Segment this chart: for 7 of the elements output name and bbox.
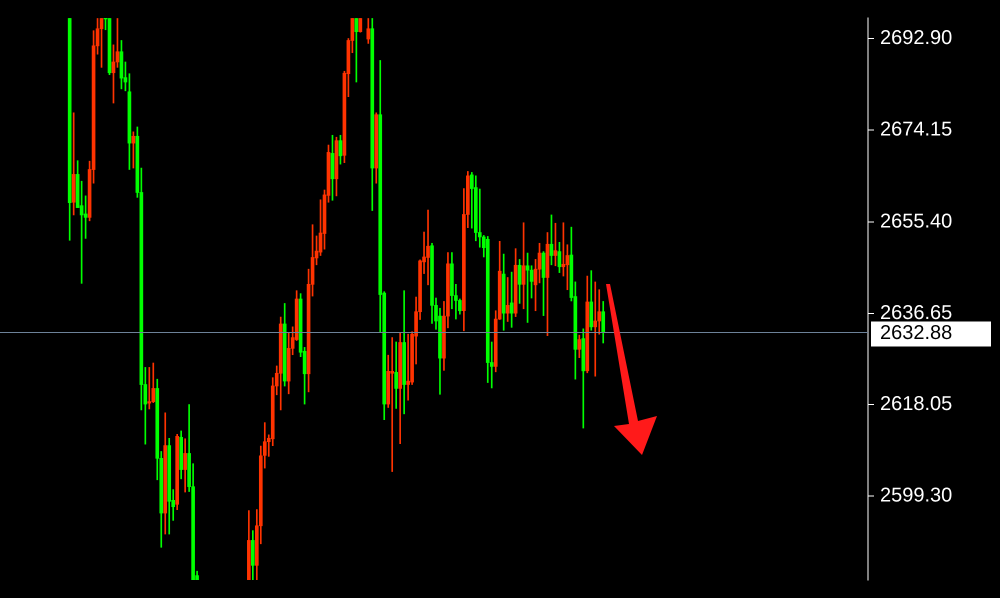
- y-tick-label: 2599.30: [880, 484, 952, 506]
- ref-line-label: 2632.88: [880, 322, 952, 344]
- y-tick-label: 2636.65: [880, 302, 952, 324]
- y-tick-label: 2692.90: [880, 27, 952, 50]
- y-tick-label: 2674.15: [880, 118, 952, 141]
- y-tick-label: 2618.05: [880, 392, 952, 415]
- y-tick-label: 2655.40: [880, 210, 952, 232]
